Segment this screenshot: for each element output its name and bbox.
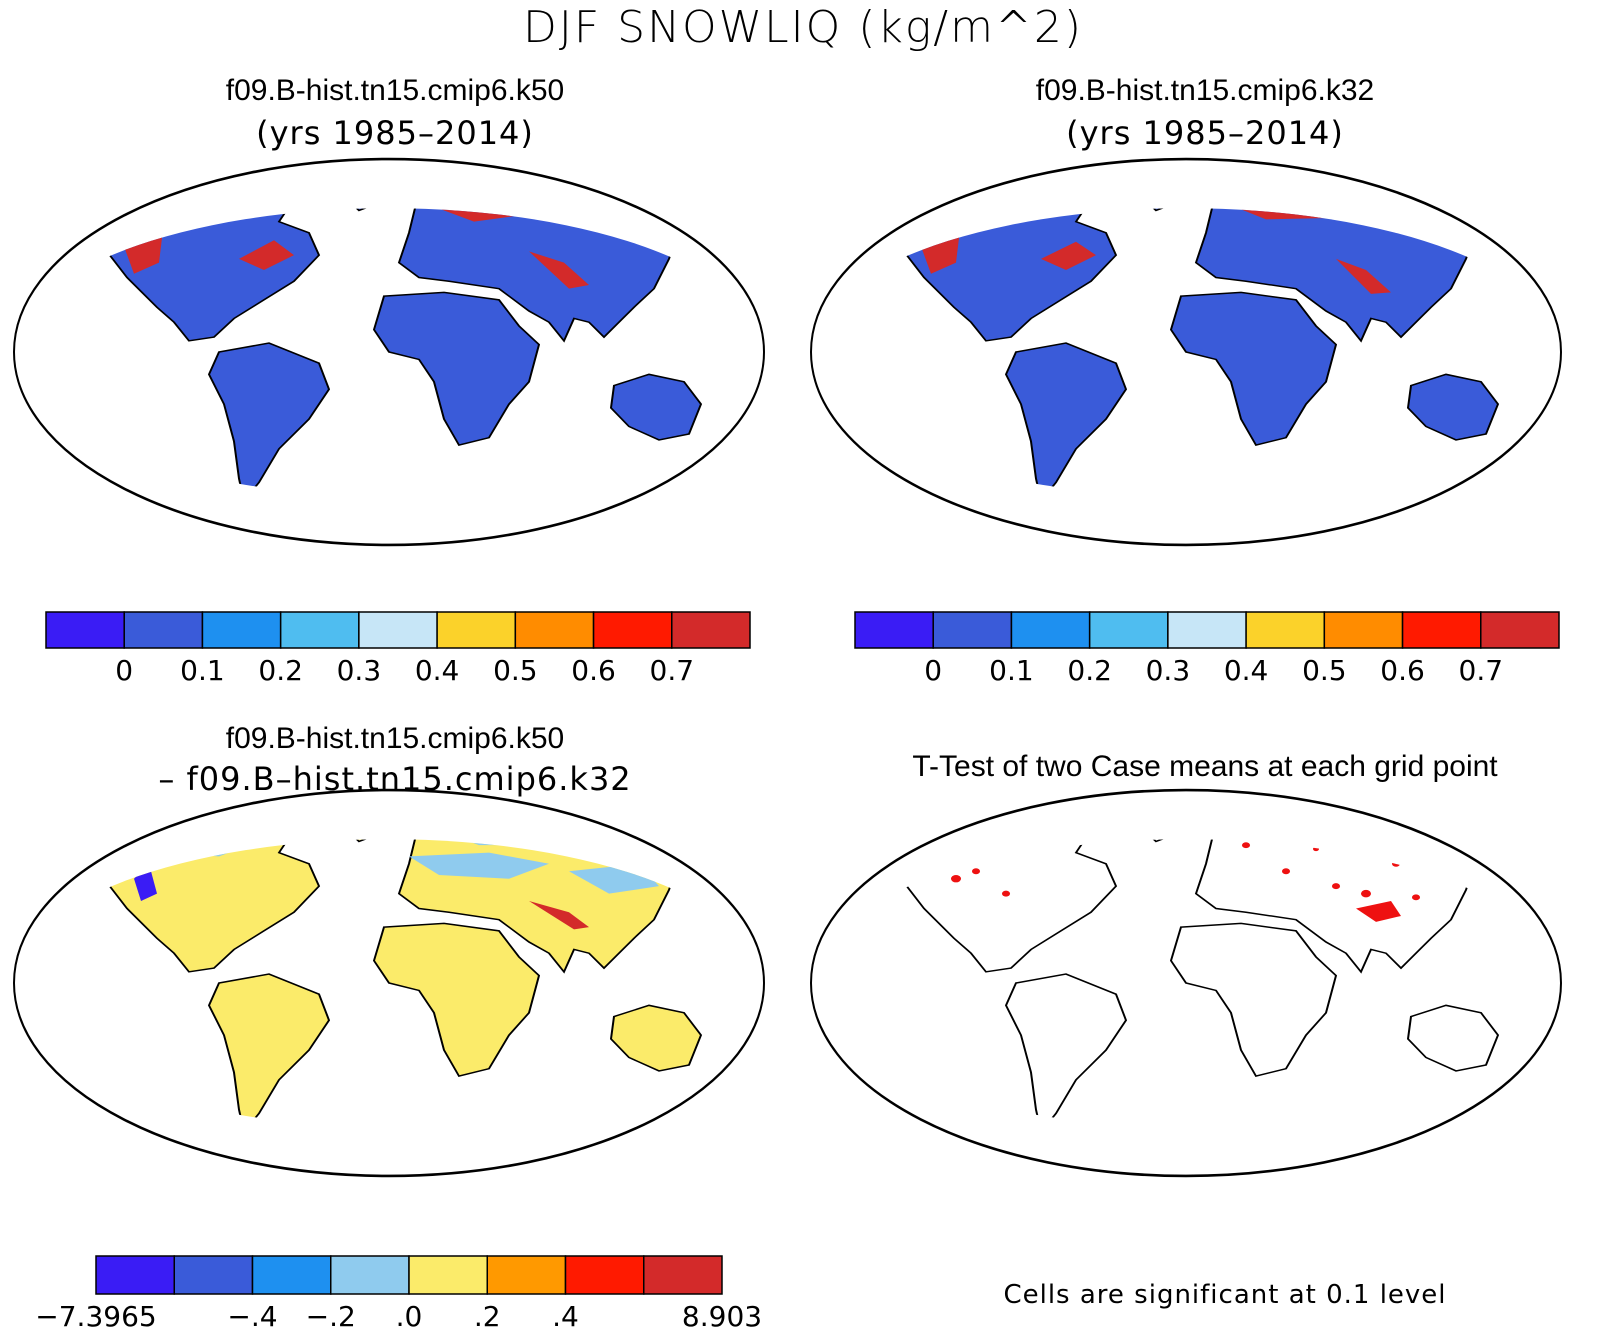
colorbar-swatch — [1245, 611, 1326, 649]
panel-title-top-left: f09.B-hist.tn15.cmip6.k50 — [225, 74, 565, 107]
colorbar-tick-label: 0.6 — [1380, 654, 1425, 687]
colorbar-swatch — [1401, 611, 1482, 649]
colorbar-swatch — [671, 611, 751, 649]
colorbar-tick-label: 0.3 — [336, 654, 382, 687]
colorbar-tick-label: 0.3 — [1145, 654, 1191, 687]
colorbar-swatch — [408, 1255, 488, 1295]
map-bottom-left — [13, 788, 765, 1178]
land-outline-bottom-right — [885, 839, 1507, 1127]
map-top-right — [810, 157, 1562, 547]
colorbar-tick-label: 0.4 — [414, 654, 460, 687]
colorbar-swatch — [486, 1255, 567, 1295]
colorbar-swatch — [251, 1255, 332, 1295]
colorbar-swatch — [173, 1255, 254, 1295]
panel-title-bottom-left: f09.B-hist.tn15.cmip6.k50 — [225, 722, 565, 755]
colorbar-tick-label: 0.7 — [649, 654, 695, 687]
colorbar-tick-label: −.4 — [227, 1300, 278, 1333]
colorbar-swatch — [643, 1255, 723, 1295]
colorbar-tick-label: −7.3965 — [35, 1300, 157, 1333]
land-mask-bottom-left — [88, 839, 710, 1127]
panel-subtitle-top-right: (yrs 1985–2014) — [1066, 114, 1344, 152]
panel-title-bottom-right: T-Test of two Case means at each grid po… — [912, 750, 1498, 783]
map-bottom-right — [810, 788, 1562, 1178]
colorbar-swatch — [592, 611, 673, 649]
colorbar-tick-label: 0.7 — [1458, 654, 1504, 687]
significant-cells — [935, 842, 1420, 922]
colorbar-tick-label: 0.5 — [1302, 654, 1347, 687]
colorbar-swatch — [123, 611, 204, 649]
colorbar-tick-label: 0.1 — [989, 654, 1034, 687]
colorbar-tick-label: 0.2 — [1067, 654, 1112, 687]
colorbar-tick-label: 8.903 — [681, 1300, 763, 1333]
colorbar-swatch — [330, 1255, 410, 1295]
colorbar-swatch — [1010, 611, 1091, 649]
land-mask-top-left — [88, 208, 710, 496]
colorbar-swatch — [1480, 611, 1560, 649]
colorbar-swatch — [932, 611, 1013, 649]
colorbar-swatch — [854, 611, 934, 649]
significance-note: Cells are significant at 0.1 level — [1003, 1280, 1447, 1310]
colorbar-swatch — [1088, 611, 1169, 649]
colorbar-tick-label: 0 — [924, 654, 943, 687]
colorbar-swatch — [514, 611, 595, 649]
colorbar-swatch — [45, 611, 125, 649]
colorbar-tick-label: 0.6 — [571, 654, 616, 687]
colorbar-swatch — [279, 611, 360, 649]
colorbar-swatch — [1167, 611, 1247, 649]
panel-title-top-right: f09.B-hist.tn15.cmip6.k32 — [1035, 74, 1375, 107]
colorbar-tick-label: 0.1 — [180, 654, 225, 687]
colorbar-tick-label: 0 — [115, 654, 134, 687]
colorbar-swatch — [358, 611, 438, 649]
land-mask-top-right — [885, 208, 1507, 496]
colorbar-tick-label: 0.5 — [493, 654, 538, 687]
figure-title: DJF SNOWLIQ (kg/m^2) — [522, 2, 1083, 53]
colorbar-tick-label: .4 — [552, 1300, 579, 1333]
colorbar-swatch — [436, 611, 517, 649]
colorbar-bottom-left — [95, 1255, 723, 1295]
colorbar-tick-label: .2 — [473, 1300, 501, 1333]
panel-subtitle-bottom-left: – f09.B–hist.tn15.cmip6.k32 — [158, 760, 632, 798]
colorbar-swatch — [95, 1255, 175, 1295]
colorbar-top-left — [45, 611, 751, 649]
colorbar-swatch — [1323, 611, 1404, 649]
panel-subtitle-top-left: (yrs 1985–2014) — [256, 114, 534, 152]
colorbar-tick-label: 0.4 — [1223, 654, 1269, 687]
colorbar-top-right — [854, 611, 1560, 649]
colorbar-tick-label: 0.2 — [258, 654, 303, 687]
colorbar-tick-label: .0 — [395, 1300, 423, 1333]
colorbar-swatch — [564, 1255, 645, 1295]
colorbar-tick-label: −.2 — [305, 1300, 356, 1333]
colorbar-swatch — [201, 611, 282, 649]
map-top-left — [13, 157, 765, 547]
